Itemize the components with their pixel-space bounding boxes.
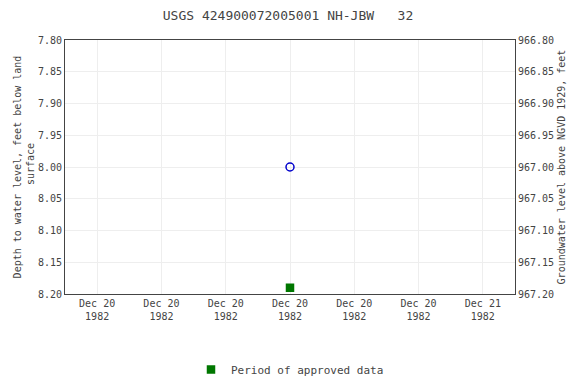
svg-text:967.10: 967.10 (518, 225, 554, 236)
svg-text:967.20: 967.20 (518, 289, 554, 300)
svg-text:7.95: 7.95 (38, 130, 62, 141)
svg-text:Dec 201982: Dec 201982 (79, 298, 115, 322)
svg-text:967.15: 967.15 (518, 257, 554, 268)
svg-text:8.20: 8.20 (38, 289, 62, 300)
svg-text:Dec 201982: Dec 201982 (272, 298, 308, 322)
svg-text:966.95: 966.95 (518, 130, 554, 141)
svg-text:8.05: 8.05 (38, 193, 62, 204)
svg-text:8.15: 8.15 (38, 257, 62, 268)
svg-text:Depth to water level, feet bel: Depth to water level, feet below land su… (12, 56, 36, 279)
svg-text:Dec 201982: Dec 201982 (143, 298, 179, 322)
svg-text:Period of approved data: Period of approved data (231, 364, 383, 377)
svg-text:967.00: 967.00 (518, 162, 554, 173)
svg-text:Dec 201982: Dec 201982 (208, 298, 244, 322)
svg-text:7.80: 7.80 (38, 35, 62, 46)
svg-text:8.10: 8.10 (38, 225, 62, 236)
svg-text:967.05: 967.05 (518, 193, 554, 204)
svg-text:966.80: 966.80 (518, 35, 554, 46)
svg-text:7.90: 7.90 (38, 98, 62, 109)
svg-text:966.85: 966.85 (518, 66, 554, 77)
svg-text:Groundwater level above NGVD 1: Groundwater level above NGVD 1929, feet (556, 50, 567, 285)
svg-text:USGS 424900072005001 NH-JBW: USGS 424900072005001 NH-JBW 32 (163, 8, 413, 23)
svg-text:966.90: 966.90 (518, 98, 554, 109)
svg-text:Dec 211982: Dec 211982 (465, 298, 501, 322)
svg-text:7.85: 7.85 (38, 66, 62, 77)
svg-text:8.00: 8.00 (38, 162, 62, 173)
svg-text:Dec 201982: Dec 201982 (336, 298, 372, 322)
svg-text:Dec 201982: Dec 201982 (401, 298, 437, 322)
